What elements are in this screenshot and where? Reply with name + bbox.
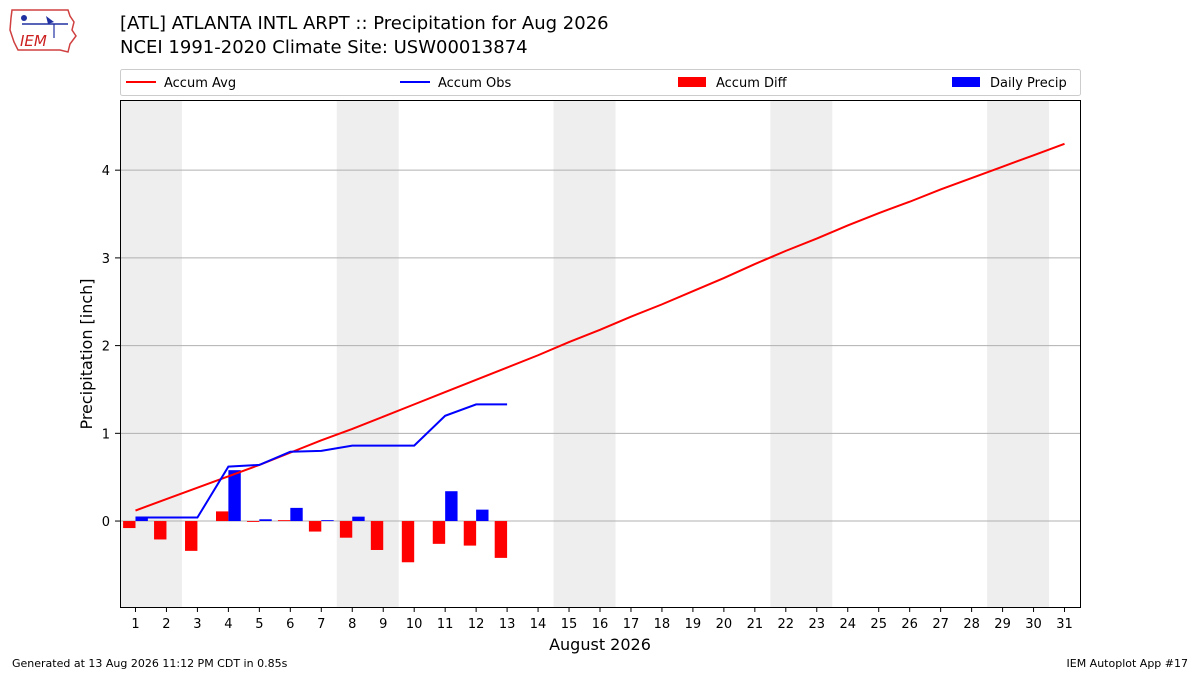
daily-precip-bar: [290, 507, 303, 522]
y-tick-label: 4: [102, 164, 110, 179]
x-tick-label: 13: [499, 617, 516, 632]
daily-precip-bar: [476, 509, 489, 522]
daily-precip-bar: [259, 519, 272, 522]
gridlines: [120, 169, 1080, 522]
daily-precip-bar: [445, 491, 458, 522]
legend-label: Accum Diff: [716, 76, 788, 91]
generated-timestamp: Generated at 13 Aug 2026 11:12 PM CDT in…: [12, 657, 288, 670]
x-tick-label: 3: [193, 617, 201, 632]
x-tick-label: 15: [561, 617, 578, 632]
legend-bar-swatch: [678, 77, 706, 87]
iowa-outline-icon: [9, 9, 77, 53]
weekend-shading: [120, 100, 1050, 607]
x-tick-label: 9: [379, 617, 387, 632]
x-tick-label: 31: [1056, 617, 1073, 632]
accum-diff-bar: [308, 521, 322, 532]
shade-band: [120, 100, 182, 607]
x-tick-label: 24: [839, 617, 856, 632]
iem-logo: IEM: [9, 9, 77, 53]
y-axis: 0 1 2 3 4: [102, 164, 120, 530]
daily-precip-bar: [321, 520, 334, 522]
legend-label: Accum Obs: [438, 76, 511, 91]
x-tick-label: 6: [286, 617, 294, 632]
accum-diff-bar: [463, 521, 477, 546]
accum-diff-bar: [339, 521, 353, 538]
accum-diff-bar: [216, 511, 229, 522]
line-series: [135, 142, 1065, 519]
y-tick-label: 0: [102, 515, 110, 530]
legend-frame: [120, 69, 1081, 96]
accum-obs-line: [135, 403, 508, 519]
x-tick-label: 4: [224, 617, 232, 632]
x-tick-label: 1: [131, 617, 139, 632]
x-tick-label: 11: [437, 617, 454, 632]
chart-subtitle: NCEI 1991-2020 Climate Site: USW00013874: [120, 37, 528, 58]
shade-band: [553, 100, 616, 607]
y-axis-label: Precipitation [inch]: [77, 278, 96, 429]
x-axis-label: August 2026: [549, 635, 651, 654]
x-tick-label: 22: [778, 617, 795, 632]
legend-label: Accum Avg: [164, 76, 236, 91]
x-tick-label: 2: [162, 617, 170, 632]
x-tick-label: 23: [809, 617, 826, 632]
y-tick-label: 3: [102, 252, 110, 267]
x-tick-label: 30: [1025, 617, 1042, 632]
y-tick-label: 2: [102, 340, 110, 355]
daily-precip-bar: [135, 517, 148, 522]
accum-diff-bar: [370, 521, 384, 550]
x-tick-label: 10: [406, 617, 423, 632]
x-tick-label: 16: [592, 617, 609, 632]
x-tick-label: 28: [963, 617, 980, 632]
x-tick-label: 19: [685, 617, 702, 632]
x-tick-label: 14: [530, 617, 547, 632]
daily-precip-bar: [352, 516, 365, 522]
legend: Accum Avg Accum Obs Accum Diff Daily Precip: [120, 69, 1081, 96]
x-tick-label: 20: [716, 617, 733, 632]
x-tick-label: 17: [623, 617, 640, 632]
x-tick-label: 25: [870, 617, 887, 632]
legend-label: Daily Precip: [990, 76, 1067, 91]
accum-diff-bar: [246, 521, 260, 522]
app-credit: IEM Autoplot App #17: [1066, 657, 1189, 670]
logo-text: IEM: [20, 32, 47, 50]
chart-title: [ATL] ATLANTA INTL ARPT :: Precipitation…: [120, 13, 609, 34]
x-tick-label: 26: [901, 617, 918, 632]
x-tick-label: 21: [747, 617, 764, 632]
accum-diff-bar: [494, 521, 508, 558]
daily-precip-bar: [228, 470, 241, 522]
x-tick-label: 8: [348, 617, 356, 632]
y-tick-label: 1: [102, 427, 110, 442]
accum-diff-bar: [185, 521, 198, 551]
x-tick-label: 5: [255, 617, 263, 632]
bar-series: [123, 470, 508, 563]
x-tick-label: 7: [317, 617, 325, 632]
accum-diff-bar: [432, 521, 446, 544]
x-tick-label: 12: [468, 617, 485, 632]
x-tick-label: 18: [654, 617, 671, 632]
legend-bar-swatch: [952, 77, 980, 87]
x-tick-label: 29: [994, 617, 1011, 632]
shade-band: [770, 100, 833, 607]
accum-diff-bar: [123, 521, 136, 529]
accum-diff-bar: [277, 520, 291, 522]
accum-diff-bar: [401, 521, 415, 563]
x-tick-label: 27: [932, 617, 949, 632]
shade-band: [987, 100, 1050, 607]
accum-diff-bar: [154, 521, 167, 540]
x-axis: 1 2 3 4 5 6 7 8 9 10 11 12 13 14 15 16 17 18 19 20 21 22 23 24 2…: [131, 607, 1073, 632]
